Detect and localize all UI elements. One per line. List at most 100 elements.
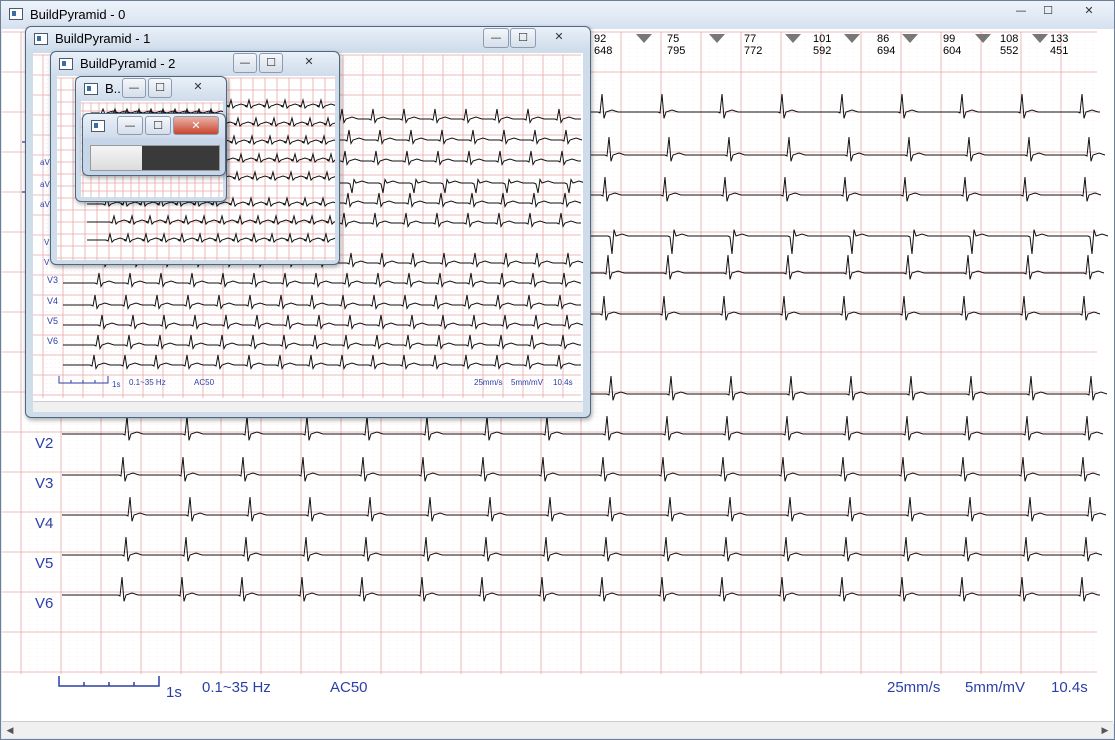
app-icon [9, 8, 23, 20]
w1-gain-label: 5mm/mV [511, 378, 543, 387]
beat-marker-label: 133 451 [1050, 33, 1068, 57]
window1-title: BuildPyramid - 1 [55, 31, 151, 46]
ecg-trace [62, 456, 1100, 482]
w1-duration-label: 10.4s [553, 378, 573, 387]
time-scale-bar [58, 676, 160, 687]
duration-label: 10.4s [1051, 679, 1088, 696]
beat-marker-triangle [902, 34, 918, 43]
progress-dialog-minimize-button[interactable]: — [117, 116, 143, 135]
ecg-trace [63, 354, 581, 371]
gain-label: 5mm/mV [965, 679, 1025, 696]
lead-label-v3: V3 [35, 475, 54, 492]
ecg-trace [62, 496, 1107, 522]
main-titlebar[interactable]: BuildPyramid - 0 — ☐ ✕ [1, 1, 1114, 29]
beat-marker-label: 99 604 [943, 33, 961, 57]
beat-marker-label: 101 592 [813, 33, 831, 57]
beat-marker-hr: 86 [877, 33, 890, 45]
beat-marker-label: 108 552 [1000, 33, 1018, 57]
window2-icon [59, 58, 73, 70]
minimize-button[interactable]: — [1015, 4, 1027, 17]
window1-minimize-button[interactable]: — [483, 28, 509, 48]
beat-marker-rr: 772 [744, 45, 763, 57]
w1-lead-v6: V6 [47, 336, 59, 346]
beat-marker-hr: 133 [1050, 33, 1069, 45]
beat-marker-label: 75 795 [667, 33, 685, 57]
window3-maximize-button[interactable]: ☐ [148, 78, 172, 98]
ecg-trace [62, 415, 1104, 441]
window3-close-button[interactable]: ✕ [193, 80, 203, 93]
window2-maximize-button[interactable]: ☐ [259, 53, 283, 73]
window3-titlebar[interactable]: B.. — ☐ ✕ [76, 77, 226, 101]
beat-marker-hr: 99 [943, 33, 956, 45]
w1-filter-label: 0.1~35 Hz [129, 378, 166, 387]
window1-titlebar[interactable]: BuildPyramid - 1 — ☐ ✕ [26, 27, 590, 51]
ecg-trace [63, 272, 581, 289]
beat-marker-rr: 552 [1000, 45, 1019, 57]
lead-label-v6: V6 [35, 595, 54, 612]
ecg-trace [63, 294, 581, 311]
beat-marker-triangle [1032, 34, 1048, 43]
window2-close-button[interactable]: ✕ [304, 55, 314, 68]
beat-marker-triangle [785, 34, 801, 43]
beat-marker-rr: 795 [667, 45, 686, 57]
w2-lead-3: aV [40, 200, 50, 209]
scroll-left-icon[interactable]: ◀ [6, 725, 14, 735]
filter-label: 0.1~35 Hz [202, 679, 271, 696]
lead-label-v2: V2 [35, 435, 54, 452]
w2-lead-4: V [44, 238, 50, 247]
w1-lead-v5: V5 [47, 316, 59, 326]
beat-marker-triangle [975, 34, 991, 43]
beat-marker-hr: 77 [744, 33, 757, 45]
main-title: BuildPyramid - 0 [30, 7, 126, 22]
ecg-trace [63, 314, 583, 331]
w2-lead-5: V [44, 258, 50, 267]
progress-dialog-titlebar[interactable]: — ☐ ✕ [83, 114, 225, 138]
speed-label: 25mm/s [887, 679, 941, 696]
window2-titlebar[interactable]: BuildPyramid - 2 — ☐ ✕ [51, 52, 339, 76]
progress-bar-fill [91, 146, 143, 170]
w1-ac-label: AC50 [194, 378, 215, 387]
w1-speed-label: 25mm/s [474, 378, 503, 387]
maximize-button[interactable]: ☐ [1043, 4, 1053, 17]
beat-marker-label: 77 772 [744, 33, 762, 57]
window3-title: B.. [105, 81, 121, 96]
window1-scrollbar[interactable] [33, 401, 583, 412]
w1-time-scale-label: 1s [112, 380, 121, 389]
ecg-trace [87, 214, 335, 226]
beat-marker-label: 86 694 [877, 33, 895, 57]
window2-minimize-button[interactable]: — [233, 53, 257, 73]
time-scale-label: 1s [166, 684, 182, 701]
ecg-trace [87, 232, 335, 244]
ecg-trace [62, 576, 1100, 602]
ecg-trace [63, 334, 581, 351]
beat-marker-triangle [636, 34, 652, 43]
progress-bar [90, 145, 220, 171]
horizontal-scrollbar[interactable]: ◀ ▶ [2, 721, 1113, 738]
progress-dialog: — ☐ ✕ [82, 113, 226, 176]
beat-marker-triangle [844, 34, 860, 43]
lead-label-v4: V4 [35, 515, 54, 532]
w1-time-scale-bar [58, 376, 109, 384]
beat-marker-hr: 108 [1000, 33, 1019, 45]
beat-marker-rr: 648 [594, 45, 613, 57]
beat-marker-rr: 592 [813, 45, 832, 57]
beat-marker-label: 92 648 [594, 33, 612, 57]
window1-maximize-button[interactable]: ☐ [510, 28, 536, 48]
close-button[interactable]: ✕ [1084, 4, 1094, 17]
progress-dialog-icon [91, 120, 105, 132]
ecg-trace [87, 196, 335, 208]
scroll-right-icon[interactable]: ▶ [1101, 725, 1109, 735]
beat-marker-triangle [709, 34, 725, 43]
window1-icon [34, 33, 48, 45]
window1-close-button[interactable]: ✕ [554, 30, 564, 43]
beat-marker-rr: 604 [943, 45, 962, 57]
lead-label-v5: V5 [35, 555, 54, 572]
window2-title: BuildPyramid - 2 [80, 56, 176, 71]
progress-dialog-maximize-button[interactable]: ☐ [145, 116, 171, 135]
window3-icon [84, 83, 98, 95]
window3-minimize-button[interactable]: — [122, 78, 146, 98]
beat-marker-hr: 92 [594, 33, 607, 45]
w2-lead-2: aV [40, 180, 50, 189]
progress-dialog-close-button[interactable]: ✕ [173, 116, 219, 135]
w1-lead-v4: V4 [47, 296, 59, 306]
